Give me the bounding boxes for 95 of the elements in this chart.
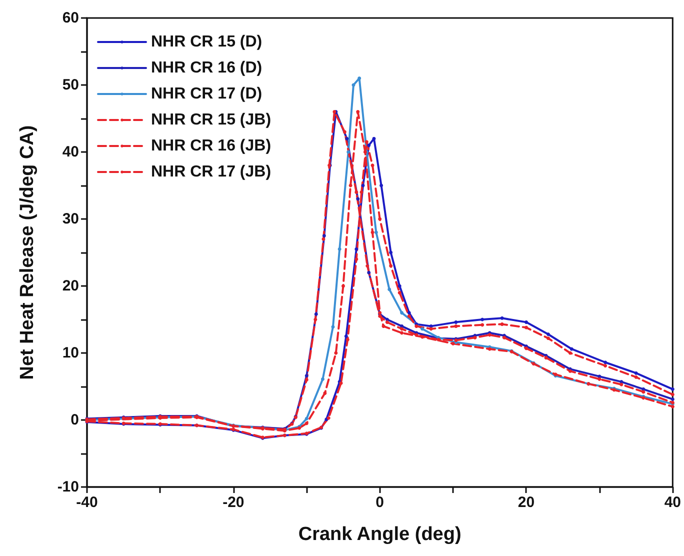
point bbox=[670, 404, 674, 408]
point bbox=[480, 318, 484, 322]
point bbox=[323, 391, 327, 395]
point bbox=[389, 264, 393, 268]
point bbox=[398, 284, 402, 288]
point bbox=[420, 327, 424, 331]
point bbox=[354, 190, 358, 194]
point bbox=[331, 325, 335, 329]
point bbox=[598, 377, 602, 381]
point bbox=[304, 416, 308, 420]
point bbox=[546, 336, 550, 340]
point bbox=[304, 422, 308, 426]
point bbox=[642, 390, 646, 394]
x-tick-label: -20 bbox=[222, 494, 244, 511]
point bbox=[338, 247, 342, 251]
point bbox=[385, 320, 389, 324]
y-axis-title: Net Heat Release (J/deg CA) bbox=[17, 125, 38, 380]
point bbox=[524, 320, 528, 324]
y-tick-label: 20 bbox=[62, 278, 79, 294]
point bbox=[378, 217, 382, 221]
point bbox=[388, 288, 392, 292]
point bbox=[500, 322, 504, 326]
point bbox=[354, 257, 358, 261]
point bbox=[634, 375, 638, 379]
point bbox=[451, 342, 455, 346]
legend-label: NHR CR 15 (D) bbox=[151, 34, 262, 50]
point bbox=[570, 347, 574, 351]
point bbox=[398, 290, 402, 294]
point bbox=[360, 190, 364, 194]
point bbox=[322, 237, 326, 241]
point bbox=[356, 197, 360, 201]
point bbox=[429, 327, 433, 331]
point bbox=[370, 230, 374, 234]
point bbox=[400, 327, 404, 331]
point bbox=[400, 331, 404, 335]
point bbox=[354, 247, 358, 251]
point bbox=[400, 311, 404, 315]
point bbox=[367, 144, 371, 148]
point bbox=[546, 332, 550, 336]
y-tick-label: -10 bbox=[57, 478, 79, 496]
point bbox=[670, 397, 674, 401]
point bbox=[304, 374, 308, 378]
point bbox=[345, 136, 349, 140]
point bbox=[346, 150, 350, 154]
point bbox=[407, 314, 411, 318]
point bbox=[670, 387, 674, 391]
point bbox=[370, 164, 374, 168]
point bbox=[314, 318, 318, 322]
point bbox=[382, 324, 386, 328]
point bbox=[372, 136, 376, 140]
point bbox=[380, 184, 384, 188]
y-tick-label: 60 bbox=[62, 10, 79, 26]
x-tick-label: 0 bbox=[376, 494, 384, 511]
point bbox=[358, 76, 362, 80]
point bbox=[568, 351, 572, 355]
point bbox=[314, 312, 318, 316]
point bbox=[334, 351, 338, 355]
point bbox=[344, 334, 348, 338]
y-tick-label: 50 bbox=[62, 76, 79, 94]
point bbox=[366, 264, 370, 268]
point bbox=[322, 234, 326, 238]
legend-label: NHR CR 17 (D) bbox=[151, 86, 262, 102]
point bbox=[524, 326, 528, 330]
point bbox=[620, 382, 624, 386]
point bbox=[341, 284, 345, 288]
point bbox=[367, 270, 371, 274]
point bbox=[670, 392, 674, 396]
point bbox=[346, 338, 350, 342]
point bbox=[604, 364, 608, 368]
point bbox=[304, 378, 308, 382]
x-tick-label: 40 bbox=[664, 494, 681, 511]
point bbox=[356, 110, 360, 114]
legend-label: NHR CR 16 (D) bbox=[151, 60, 262, 76]
y-tick-label: 10 bbox=[62, 344, 79, 362]
x-tick-label: -40 bbox=[76, 494, 98, 511]
point bbox=[364, 140, 368, 144]
point bbox=[604, 360, 608, 364]
legend-label: NHR CR 16 (JB) bbox=[151, 138, 272, 154]
y-tick-label: 0 bbox=[70, 412, 79, 428]
legend-label: NHR CR 17 (JB) bbox=[151, 164, 272, 180]
point bbox=[634, 371, 638, 375]
point bbox=[500, 316, 504, 320]
y-tick-label: 30 bbox=[62, 210, 79, 228]
point bbox=[454, 320, 458, 324]
point bbox=[342, 130, 346, 134]
point bbox=[480, 323, 484, 327]
y-tick-label: 40 bbox=[62, 144, 79, 160]
x-axis-title: Crank Angle (deg) bbox=[298, 524, 462, 545]
point bbox=[454, 324, 458, 328]
point bbox=[374, 230, 378, 234]
x-tick-label: 20 bbox=[518, 494, 535, 511]
legend-label: NHR CR 15 (JB) bbox=[151, 112, 272, 128]
point bbox=[389, 250, 393, 254]
point bbox=[320, 377, 324, 381]
point bbox=[407, 311, 411, 315]
